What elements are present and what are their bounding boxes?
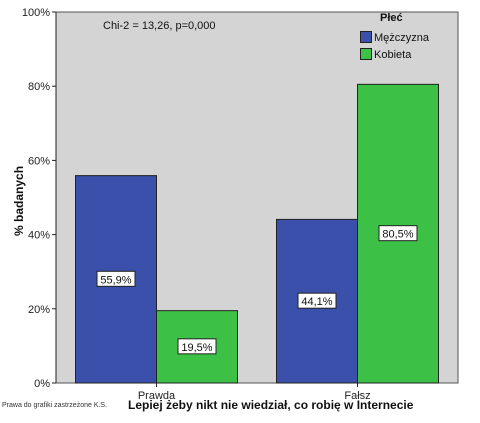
legend-label-kobieta: Kobieta [374, 49, 412, 61]
data-label-box [177, 338, 217, 355]
data-label-box [96, 270, 136, 287]
data-label: 55,9% [100, 274, 131, 286]
y-tick-label: 0% [34, 378, 50, 390]
legend-item-mezczyzna: Mężczyzna [360, 31, 429, 44]
data-label: 44,1% [301, 296, 332, 308]
data-label-box [297, 292, 337, 309]
bars: 55,9% 19,5% 44,1% 80,5% [75, 83, 439, 384]
chi-square-annotation: Chi-2 = 13,26, p=0,000 [103, 20, 216, 32]
data-label: 80,5% [382, 229, 413, 241]
x-axis-title: Lepiej żeby nikt nie wiedział, co robię … [128, 398, 414, 412]
y-tick-label: 80% [28, 81, 50, 93]
y-tick-label: 60% [28, 155, 50, 167]
legend-label-mezczyzna: Mężczyzna [374, 32, 430, 44]
y-tick-label: 40% [28, 230, 50, 242]
y-tick-label: 100% [22, 7, 50, 19]
x-tick-label: Fałsz [344, 390, 370, 402]
x-tick-label: Prawda [138, 390, 176, 402]
copyright-note: Prawa do grafiki zastrzeżone K.S. [2, 402, 108, 409]
x-axis-ticks: Prawda Fałsz [138, 383, 371, 402]
legend-title: Płeć [380, 12, 403, 24]
data-label: 19,5% [181, 342, 212, 354]
legend-swatch-mezczyzna [360, 31, 372, 43]
legend-swatch-kobieta [360, 48, 372, 60]
data-label-box [378, 225, 418, 242]
y-axis-title: % badanych [12, 165, 26, 236]
y-tick-label: 20% [28, 304, 50, 316]
y-axis-ticks: 0% 20% 40% 60% 80% 100% [22, 7, 56, 390]
legend-item-kobieta: Kobieta [360, 48, 411, 61]
